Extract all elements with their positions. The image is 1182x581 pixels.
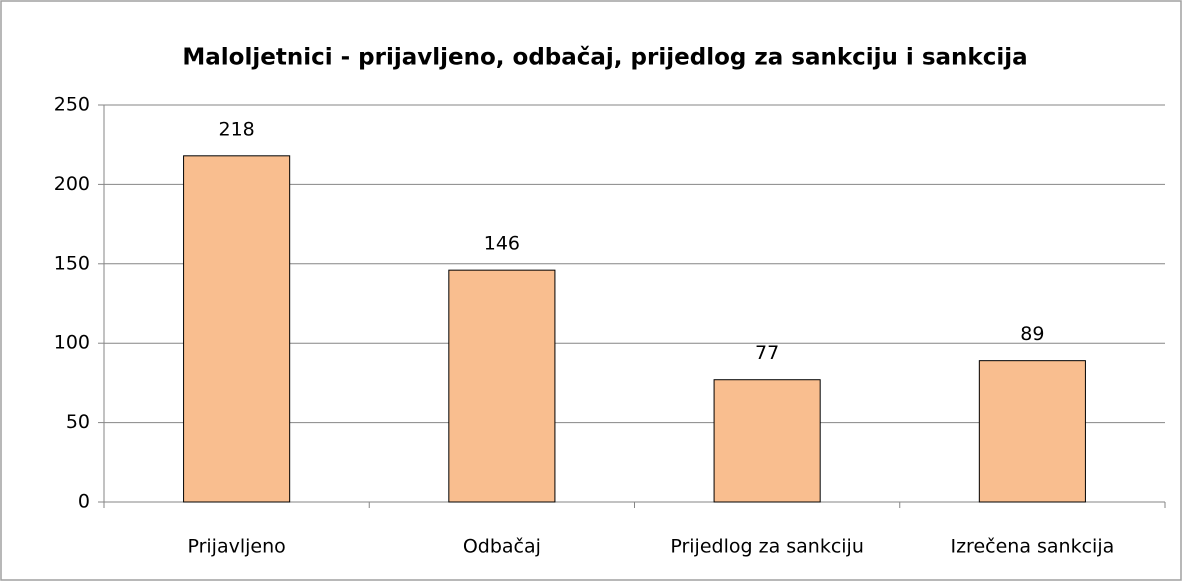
- bar: [713, 379, 821, 503]
- x-tick-label: Prijavljeno: [187, 536, 285, 558]
- y-tick-label: 100: [54, 332, 90, 354]
- data-label: 89: [1020, 323, 1044, 345]
- data-label: 146: [484, 233, 520, 255]
- x-tick-label: Odbačaj: [463, 536, 541, 558]
- x-tick-label: Prijedlog za sankciju: [670, 536, 864, 558]
- data-label: 77: [755, 342, 779, 364]
- x-tick-label: Izrečena sankcija: [950, 536, 1114, 558]
- y-tick-label: 50: [66, 411, 90, 433]
- y-tick-label: 0: [78, 491, 90, 513]
- bar: [183, 155, 291, 503]
- chart-title: Maloljetnici - prijavljeno, odbačaj, pri…: [182, 45, 1027, 71]
- y-tick-label: 200: [54, 173, 90, 195]
- bar: [978, 360, 1086, 503]
- y-tick-label: 250: [54, 94, 90, 116]
- data-label: 218: [218, 118, 254, 140]
- bar: [448, 269, 556, 503]
- y-tick-label: 150: [54, 252, 90, 274]
